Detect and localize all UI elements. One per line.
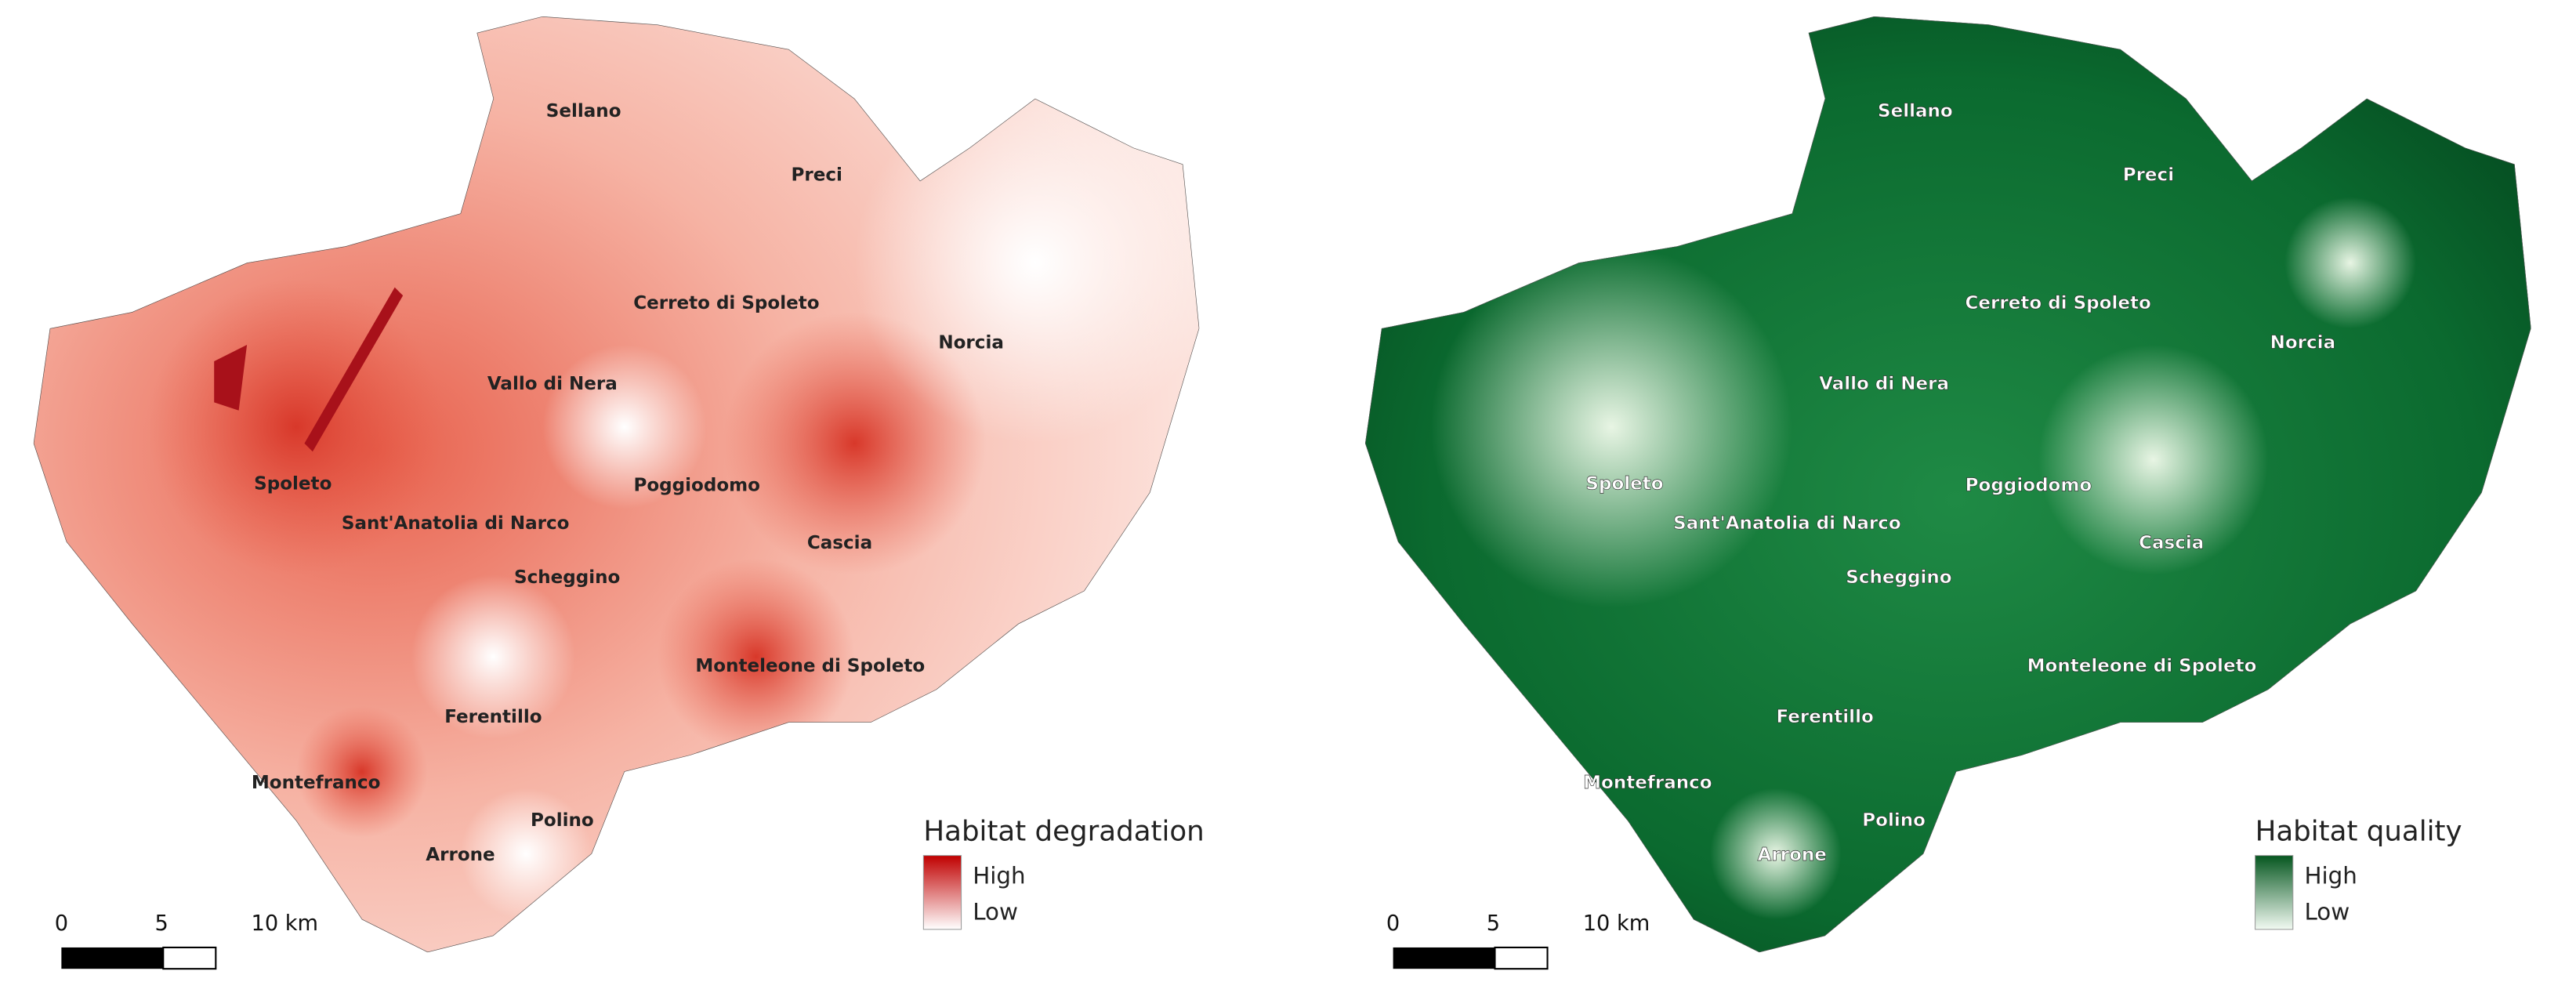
- low-area: [2284, 197, 2416, 329]
- hotspot: [148, 279, 444, 575]
- place-label: Poggiodomo: [633, 476, 760, 496]
- scale-label: 0: [1386, 911, 1400, 936]
- place-label: Vallo di Nera: [487, 374, 618, 394]
- low-area: [2038, 345, 2269, 575]
- low-area: [542, 345, 707, 509]
- low-area: [854, 82, 1200, 444]
- place-label: Arrone: [1758, 845, 1827, 865]
- hotspot: [657, 558, 855, 755]
- place-label: Spoleto: [254, 474, 332, 495]
- place-label: Sellano: [1878, 101, 1953, 121]
- place-label: Cascia: [807, 533, 872, 553]
- map-area: [1364, 16, 2531, 953]
- place-label: Scheggino: [1846, 567, 1951, 588]
- scale-bar-white: [162, 946, 217, 970]
- legend-low: Low: [2304, 898, 2350, 925]
- place-label: Sant'Anatolia di Narco: [1673, 513, 1901, 534]
- scale-label: 5: [1487, 911, 1500, 936]
- legend-title: Habitat quality: [2255, 815, 2462, 847]
- place-label: Norcia: [938, 332, 1004, 353]
- place-label: Polino: [531, 810, 594, 831]
- place-label: Sant'Anatolia di Narco: [342, 513, 570, 534]
- place-label: Sellano: [546, 101, 621, 121]
- low-area: [411, 574, 576, 739]
- boundary: [33, 16, 1200, 953]
- place-label: Poggiodomo: [1966, 476, 2092, 496]
- low-area: [1709, 788, 1842, 920]
- scale-label: 10 km: [252, 911, 319, 936]
- place-label: Preci: [791, 165, 842, 186]
- place-label: Preci: [2123, 165, 2174, 186]
- legend-swatch: [2255, 855, 2294, 930]
- place-label: Norcia: [2270, 332, 2336, 353]
- map-area: [33, 16, 1200, 953]
- legend-high: High: [2304, 862, 2357, 889]
- place-label: Spoleto: [1585, 474, 1663, 495]
- place-label: Polino: [1862, 810, 1926, 831]
- map-panel: Sellano Preci Cerreto di Spoleto Norcia Vall…: [33, 16, 1205, 970]
- place-label: Vallo di Nera: [1819, 374, 1949, 394]
- scale-label: 10 km: [1583, 911, 1650, 936]
- low-area: [1430, 246, 1792, 608]
- scale-bar-black: [61, 947, 164, 969]
- scale-bar-white: [1494, 946, 1549, 970]
- legend-title: Habitat degradation: [923, 815, 1204, 847]
- legend-swatch: [922, 855, 962, 930]
- place-label: Scheggino: [514, 567, 620, 588]
- place-label: Cascia: [2139, 533, 2204, 553]
- place-label: Cerreto di Spoleto: [1965, 293, 2150, 313]
- place-label: Monteleone di Spoleto: [695, 656, 925, 676]
- hotspot: [295, 705, 428, 838]
- scale-label: 5: [155, 911, 168, 936]
- legend-high: High: [973, 862, 1025, 889]
- place-label: Cerreto di Spoleto: [633, 293, 819, 313]
- scale-bar-black: [1393, 947, 1495, 969]
- place-label: Ferentillo: [444, 707, 542, 727]
- place-label: Arrone: [426, 845, 495, 865]
- legend-low: Low: [973, 898, 1018, 925]
- scale-label: 0: [55, 911, 68, 936]
- map-panel: Sellano Preci Cerreto di Spoleto Norcia Vall…: [1364, 16, 2531, 970]
- place-label: Montefranco: [252, 773, 381, 793]
- place-label: Montefranco: [1583, 773, 1712, 793]
- place-label: Monteleone di Spoleto: [2027, 656, 2257, 676]
- place-label: Ferentillo: [1776, 707, 1873, 727]
